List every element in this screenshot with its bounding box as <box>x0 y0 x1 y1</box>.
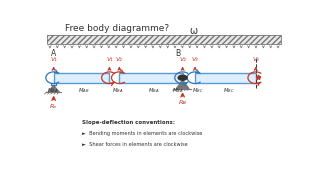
Text: V₃: V₃ <box>252 57 259 62</box>
Bar <box>195 73 256 83</box>
Text: $M_{BA}$: $M_{BA}$ <box>148 86 160 95</box>
Text: A: A <box>51 49 56 58</box>
Polygon shape <box>48 86 59 92</box>
Circle shape <box>178 75 187 80</box>
Bar <box>47 35 281 44</box>
Text: $M_{BA}$: $M_{BA}$ <box>172 86 183 95</box>
Text: $M_{BC}$: $M_{BC}$ <box>223 86 234 95</box>
Text: V₁: V₁ <box>50 57 57 62</box>
Text: Free body diagramme?: Free body diagramme? <box>65 24 169 33</box>
Bar <box>54 73 109 83</box>
Bar <box>52 83 56 86</box>
Text: V₂: V₂ <box>179 57 186 62</box>
Text: Rₐ: Rₐ <box>50 104 57 109</box>
Polygon shape <box>176 80 189 89</box>
Text: $M_{AA}$: $M_{AA}$ <box>47 86 58 95</box>
Text: $M_{AB}$: $M_{AB}$ <box>78 86 89 95</box>
Text: V₂: V₂ <box>116 57 123 62</box>
Text: Rʙ: Rʙ <box>179 100 187 105</box>
Bar <box>119 73 183 83</box>
Text: $M_{BA}$: $M_{BA}$ <box>112 86 124 95</box>
Text: B: B <box>175 49 180 58</box>
Text: V₃: V₃ <box>192 57 198 62</box>
Text: $M_{BC}$: $M_{BC}$ <box>192 86 203 95</box>
Text: V₁: V₁ <box>106 57 113 62</box>
Bar <box>47 35 281 44</box>
Text: ►  Bending moments in elements are clockwise: ► Bending moments in elements are clockw… <box>82 131 203 136</box>
Text: Slope-deflection conventions:: Slope-deflection conventions: <box>82 120 175 125</box>
Text: ω: ω <box>190 26 198 36</box>
Text: ►  Shear forces in elements are clockwise: ► Shear forces in elements are clockwise <box>82 142 188 147</box>
